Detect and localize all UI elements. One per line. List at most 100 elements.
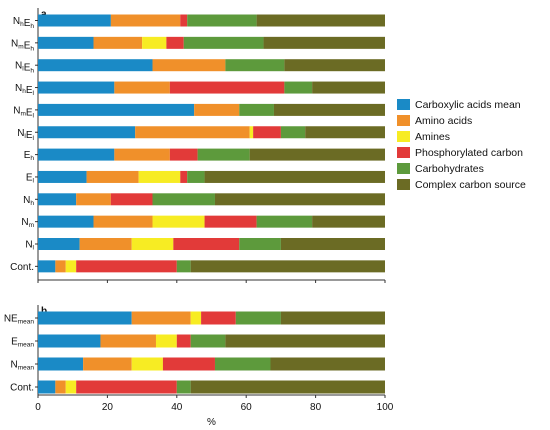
bar-a-5-amines bbox=[249, 126, 254, 139]
bar-a-2-complex-carbon-source bbox=[284, 59, 385, 72]
bar-b-0-amino-acids bbox=[131, 311, 191, 325]
legend-swatch-phosphorylated-carbon bbox=[397, 147, 410, 158]
bar-a-5-carboxylic-acids-mean bbox=[38, 126, 136, 139]
bar-b-1-amino-acids bbox=[100, 334, 156, 348]
bar-b-1-phosphorylated-carbon bbox=[176, 334, 191, 348]
bar-a-8-phosphorylated-carbon bbox=[110, 193, 153, 206]
x-axis-title: % bbox=[207, 417, 216, 428]
bar-a-8-amino-acids bbox=[76, 193, 111, 206]
bar-b-1-complex-carbon-source bbox=[225, 334, 385, 348]
category-label-a-6: Eh bbox=[24, 150, 35, 162]
category-label-a-3: NhEl bbox=[15, 83, 35, 97]
bar-b-0-carboxylic-acids-mean bbox=[38, 311, 132, 325]
bar-a-0-amino-acids bbox=[110, 14, 181, 27]
bar-a-3-complex-carbon-source bbox=[312, 81, 385, 94]
bar-b-3-carbohydrates bbox=[176, 380, 191, 394]
category-label-a-4: NmEl bbox=[13, 105, 34, 119]
bar-a-1-phosphorylated-carbon bbox=[166, 36, 184, 49]
bar-b-3-amino-acids bbox=[55, 380, 66, 394]
bar-a-0-carboxylic-acids-mean bbox=[38, 14, 111, 27]
legend: Carboxylic acids mean Amino acids Amines Ph… bbox=[397, 99, 526, 191]
bar-a-8-carbohydrates bbox=[152, 193, 215, 206]
bar-a-5-carbohydrates bbox=[280, 126, 306, 139]
bar-b-2-amines bbox=[131, 357, 163, 371]
bar-b-2-carboxylic-acids-mean bbox=[38, 357, 84, 371]
bar-a-1-amino-acids bbox=[93, 36, 143, 49]
bar-b-3-complex-carbon-source bbox=[190, 380, 385, 394]
bar-a-7-amines bbox=[138, 170, 181, 183]
bar-a-6-complex-carbon-source bbox=[249, 148, 385, 161]
panel-a: aNhEhNmEhNlEhNhElNmElNlElEhElNhNmNlCont. bbox=[10, 8, 386, 283]
category-label-a-2: NlEh bbox=[15, 61, 34, 75]
bar-b-0-carbohydrates bbox=[235, 311, 281, 325]
bar-a-3-amino-acids bbox=[114, 81, 170, 94]
bar-b-3-carboxylic-acids-mean bbox=[38, 380, 56, 394]
bar-a-5-phosphorylated-carbon bbox=[253, 126, 281, 139]
bar-a-10-carbohydrates bbox=[239, 238, 281, 250]
bar-a-9-complex-carbon-source bbox=[312, 215, 385, 228]
category-label-b-2: Nmean bbox=[11, 360, 35, 372]
bar-a-11-amino-acids bbox=[55, 260, 66, 273]
legend-label-carbohydrates: Carbohydrates bbox=[415, 163, 484, 175]
category-label-a-7: El bbox=[26, 172, 35, 184]
bar-a-3-carbohydrates bbox=[284, 81, 313, 94]
x-tick-label-60: 60 bbox=[241, 402, 253, 413]
bar-a-1-complex-carbon-source bbox=[263, 36, 385, 49]
x-tick-label-80: 80 bbox=[310, 402, 322, 413]
bar-b-0-complex-carbon-source bbox=[280, 311, 385, 325]
bar-a-4-carbohydrates bbox=[239, 103, 274, 116]
bar-b-1-amines bbox=[155, 334, 177, 348]
legend-swatch-carboxylic-acids-mean bbox=[397, 99, 410, 110]
bar-a-6-carboxylic-acids-mean bbox=[38, 148, 115, 161]
category-label-a-1: NmEh bbox=[11, 38, 34, 52]
bar-a-7-carboxylic-acids-mean bbox=[38, 170, 87, 183]
legend-label-amines: Amines bbox=[415, 131, 450, 143]
bar-a-9-carbohydrates bbox=[256, 215, 313, 228]
bar-b-0-phosphorylated-carbon bbox=[201, 311, 236, 325]
bar-a-4-carboxylic-acids-mean bbox=[38, 103, 195, 116]
bar-a-10-amines bbox=[131, 238, 174, 250]
legend-label-phosphorylated-carbon: Phosphorylated carbon bbox=[415, 147, 523, 159]
bar-b-2-amino-acids bbox=[83, 357, 132, 371]
bar-b-1-carboxylic-acids-mean bbox=[38, 334, 101, 348]
bar-a-11-phosphorylated-carbon bbox=[76, 260, 177, 273]
bar-a-1-carbohydrates bbox=[183, 36, 264, 49]
bar-a-3-carboxylic-acids-mean bbox=[38, 81, 115, 94]
bar-a-7-phosphorylated-carbon bbox=[180, 170, 188, 183]
bar-a-11-complex-carbon-source bbox=[190, 260, 385, 273]
bar-a-0-complex-carbon-source bbox=[256, 14, 385, 27]
bar-b-3-amines bbox=[65, 380, 77, 394]
bar-a-5-complex-carbon-source bbox=[305, 126, 385, 139]
bar-a-6-carbohydrates bbox=[197, 148, 250, 161]
bar-a-9-phosphorylated-carbon bbox=[204, 215, 257, 228]
bar-a-0-phosphorylated-carbon bbox=[180, 14, 188, 27]
bar-a-3-phosphorylated-carbon bbox=[169, 81, 285, 94]
bar-b-2-complex-carbon-source bbox=[270, 357, 385, 371]
bar-b-1-carbohydrates bbox=[190, 334, 226, 348]
x-tick-label-40: 40 bbox=[171, 402, 183, 413]
bar-a-2-amino-acids bbox=[152, 59, 226, 72]
category-label-a-11: Cont. bbox=[10, 262, 34, 273]
bar-a-9-amino-acids bbox=[93, 215, 153, 228]
bar-a-7-amino-acids bbox=[86, 170, 139, 183]
category-label-a-9: Nm bbox=[21, 217, 34, 229]
bar-a-4-complex-carbon-source bbox=[273, 103, 385, 116]
legend-label-complex-carbon-source: Complex carbon source bbox=[415, 179, 526, 191]
category-label-a-0: NhEh bbox=[13, 16, 35, 30]
bar-a-4-amino-acids bbox=[194, 103, 240, 116]
bar-a-6-phosphorylated-carbon bbox=[169, 148, 198, 161]
category-label-b-0: NEmean bbox=[4, 314, 35, 326]
bar-a-2-carbohydrates bbox=[225, 59, 285, 72]
bar-a-10-phosphorylated-carbon bbox=[173, 238, 240, 250]
bar-a-5-amino-acids bbox=[135, 126, 250, 139]
bar-a-8-complex-carbon-source bbox=[214, 193, 385, 206]
bar-a-10-carboxylic-acids-mean bbox=[38, 238, 80, 250]
bar-a-1-amines bbox=[142, 36, 167, 49]
legend-label-carboxylic-acids-mean: Carboxylic acids mean bbox=[415, 99, 521, 111]
bar-a-9-carboxylic-acids-mean bbox=[38, 215, 94, 228]
bar-a-8-carboxylic-acids-mean bbox=[38, 193, 77, 206]
legend-label-amino-acids: Amino acids bbox=[415, 115, 472, 127]
bar-a-6-amino-acids bbox=[114, 148, 170, 161]
